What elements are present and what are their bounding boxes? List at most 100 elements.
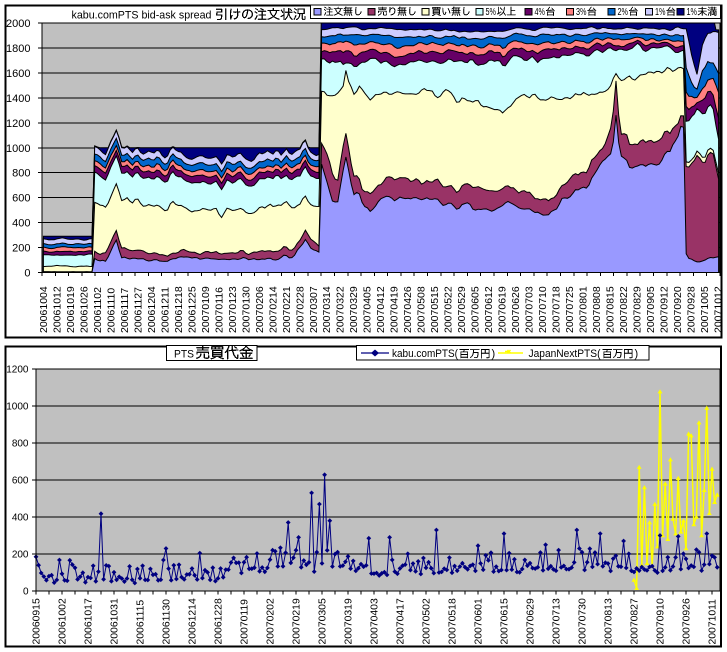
svg-text:20061211: 20061211: [159, 287, 171, 333]
svg-text:1200: 1200: [6, 365, 29, 376]
svg-text:20070601: 20070601: [474, 598, 485, 644]
svg-text:20070725: 20070725: [564, 286, 576, 333]
svg-text:20061214: 20061214: [188, 598, 199, 644]
svg-text:20070605: 20070605: [470, 286, 482, 333]
svg-text:1200: 1200: [6, 118, 30, 130]
svg-text:20070123: 20070123: [227, 286, 239, 333]
svg-text:20070305: 20070305: [318, 598, 329, 644]
svg-text:20070920: 20070920: [672, 286, 684, 333]
svg-text:20070329: 20070329: [348, 286, 360, 333]
svg-text:20061130: 20061130: [162, 599, 173, 645]
svg-text:20061031: 20061031: [110, 598, 121, 644]
svg-text:20070926: 20070926: [682, 598, 693, 644]
svg-text:20070130: 20070130: [240, 286, 252, 333]
svg-text:0: 0: [23, 587, 29, 598]
svg-text:20070502: 20070502: [422, 598, 433, 644]
svg-text:20070629: 20070629: [526, 598, 537, 644]
svg-text:20070319: 20070319: [344, 598, 355, 644]
svg-text:20070419: 20070419: [389, 286, 401, 333]
svg-text:20071012: 20071012: [712, 286, 724, 333]
svg-text:600: 600: [12, 193, 30, 205]
svg-text:5%: 5%: [486, 7, 497, 18]
svg-text:): ): [492, 348, 496, 360]
svg-text:1400: 1400: [6, 93, 30, 105]
svg-text:20070403: 20070403: [370, 598, 381, 644]
svg-text:20061017: 20061017: [84, 598, 95, 644]
svg-text:20070228: 20070228: [294, 286, 306, 333]
svg-text:20061012: 20061012: [51, 286, 63, 333]
svg-text:20070710: 20070710: [537, 286, 549, 333]
svg-text:PTS: PTS: [174, 349, 194, 361]
svg-text:20070718: 20070718: [551, 286, 563, 333]
svg-text:20061102: 20061102: [92, 287, 104, 333]
svg-text:20061117: 20061117: [119, 288, 131, 333]
svg-text:20070626: 20070626: [510, 286, 522, 333]
svg-text:20070116: 20070116: [213, 287, 225, 333]
svg-text:20070522: 20070522: [443, 286, 455, 333]
svg-text:20061218: 20061218: [173, 286, 185, 333]
svg-text:20070928: 20070928: [685, 286, 697, 333]
svg-text:800: 800: [12, 439, 29, 450]
svg-text:20070912: 20070912: [658, 286, 670, 333]
svg-text:20070529: 20070529: [456, 286, 468, 333]
svg-text:20070518: 20070518: [448, 598, 459, 644]
svg-text:20061110: 20061110: [105, 288, 117, 333]
svg-text:20061115: 20061115: [136, 600, 147, 645]
svg-text:20070307: 20070307: [308, 286, 320, 333]
svg-text:20070515: 20070515: [429, 286, 441, 333]
svg-text:20070910: 20070910: [656, 598, 667, 644]
svg-text:20070202: 20070202: [266, 598, 277, 644]
svg-text:20071005: 20071005: [699, 286, 711, 333]
svg-text:20070801: 20070801: [578, 286, 590, 333]
svg-text:20070508: 20070508: [416, 286, 428, 333]
svg-text:20061026: 20061026: [78, 286, 90, 333]
svg-text:1%: 1%: [655, 7, 666, 18]
svg-text:20070813: 20070813: [604, 598, 615, 644]
svg-text:20070808: 20070808: [591, 286, 603, 333]
svg-text:20061225: 20061225: [186, 286, 198, 333]
svg-text:20070417: 20070417: [396, 598, 407, 644]
svg-text:20070405: 20070405: [362, 286, 374, 333]
svg-text:JapanNextPTS(: JapanNextPTS(: [529, 348, 601, 360]
svg-text:20061204: 20061204: [146, 286, 158, 333]
svg-text:20070219: 20070219: [292, 598, 303, 644]
svg-text:20070829: 20070829: [632, 286, 644, 333]
svg-text:20070615: 20070615: [500, 598, 511, 644]
svg-text:20070214: 20070214: [267, 286, 279, 333]
svg-text:20061004: 20061004: [38, 286, 50, 333]
svg-text:400: 400: [12, 513, 29, 524]
svg-text:20070730: 20070730: [578, 598, 589, 644]
svg-text:kabu.comPTS bid-ask spread: kabu.comPTS bid-ask spread: [72, 10, 212, 22]
svg-text:20070905: 20070905: [645, 286, 657, 333]
svg-text:20070221: 20070221: [281, 286, 293, 333]
svg-text:1800: 1800: [6, 43, 30, 55]
svg-text:400: 400: [12, 218, 30, 230]
svg-text:20070815: 20070815: [605, 286, 617, 333]
svg-text:3%: 3%: [576, 7, 587, 18]
svg-text:20070426: 20070426: [402, 286, 414, 333]
svg-text:20070322: 20070322: [335, 286, 347, 333]
svg-text:20061228: 20061228: [214, 598, 225, 644]
svg-text:20070612: 20070612: [483, 286, 495, 333]
svg-text:20070119: 20070119: [240, 599, 251, 645]
svg-text:2000: 2000: [6, 18, 30, 30]
svg-text:0: 0: [24, 268, 30, 280]
svg-text:20070412: 20070412: [375, 286, 387, 333]
svg-text:800: 800: [12, 168, 30, 180]
svg-text:200: 200: [12, 550, 29, 561]
svg-text:20070314: 20070314: [321, 286, 333, 333]
svg-text:1%: 1%: [687, 7, 698, 18]
svg-text:): ): [635, 348, 639, 360]
svg-text:20070206: 20070206: [254, 286, 266, 333]
svg-text:20061002: 20061002: [58, 598, 69, 644]
svg-text:20070827: 20070827: [630, 598, 641, 644]
svg-text:20060915: 20060915: [32, 598, 43, 644]
svg-text:20070619: 20070619: [497, 286, 509, 333]
svg-text:20070822: 20070822: [618, 286, 630, 333]
svg-text:20061019: 20061019: [65, 286, 77, 333]
svg-text:kabu.comPTS(: kabu.comPTS(: [392, 348, 458, 360]
svg-text:1000: 1000: [6, 143, 30, 155]
svg-text:1600: 1600: [6, 68, 30, 80]
svg-text:600: 600: [12, 476, 29, 487]
svg-text:20070713: 20070713: [552, 598, 563, 644]
